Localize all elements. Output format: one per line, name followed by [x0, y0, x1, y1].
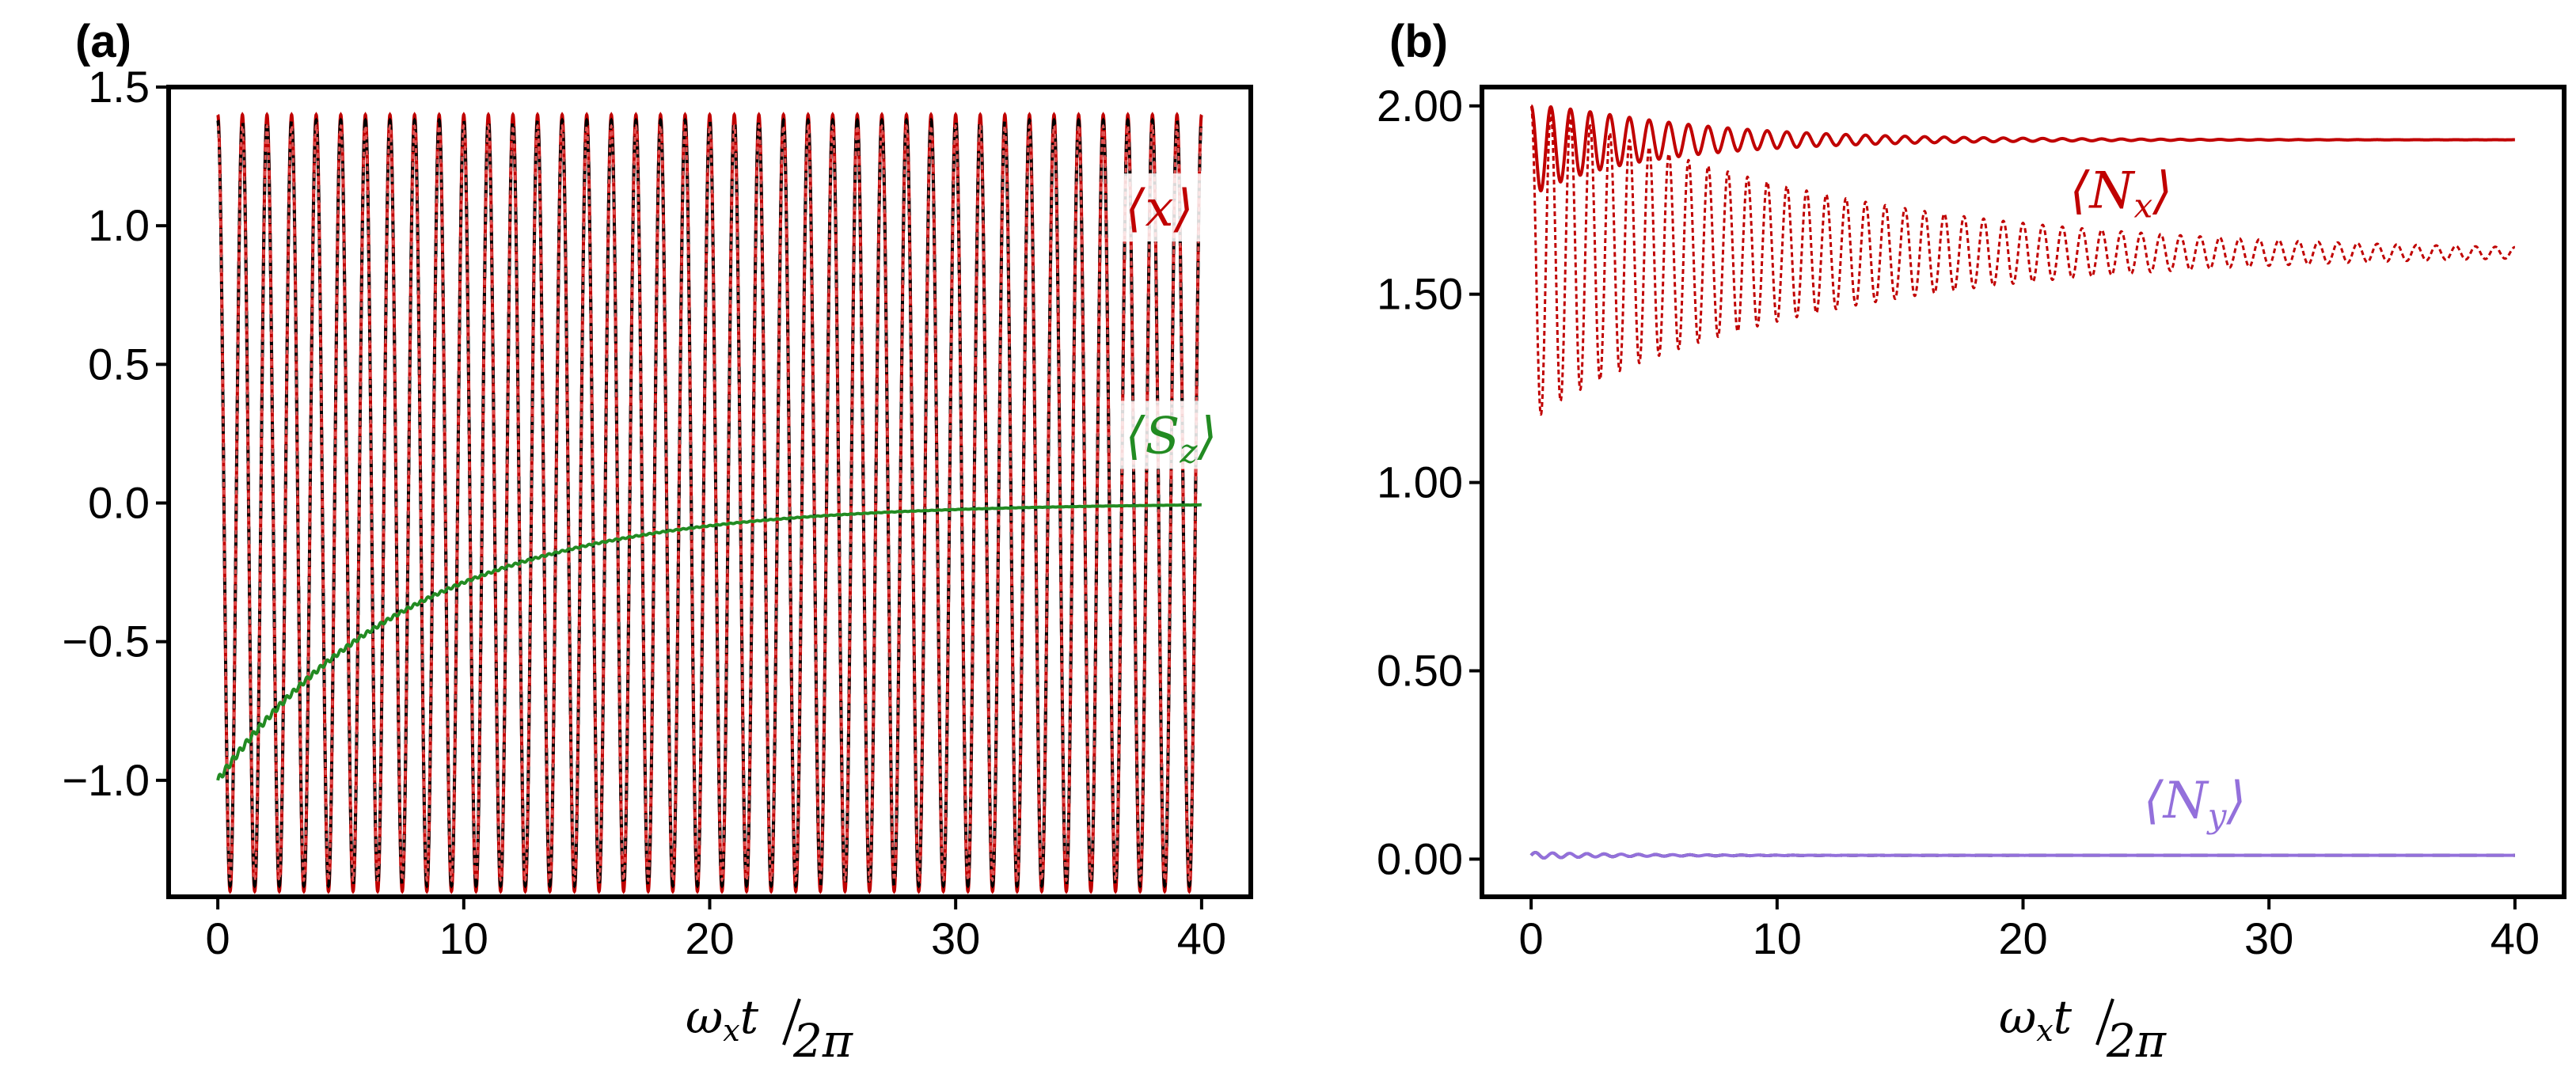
y-tick-label: 0.50	[1377, 646, 1463, 696]
x-tick-label: 40	[1177, 913, 1226, 963]
x-label-subscript: x	[723, 1013, 739, 1048]
y-tick-label: 0.00	[1377, 833, 1463, 883]
x-tick-label: 40	[2491, 913, 2540, 963]
x-tick-label: 10	[1753, 913, 1802, 963]
annotation-background	[2060, 155, 2179, 224]
series-line-1	[216, 112, 1203, 894]
panel-a: (a) 0 10 20 30 40 −1.0 −0.5 0.0 0.5 1.0 1.5 ωxt 2π…	[62, 16, 1253, 1068]
x-tick-label: 0	[1519, 913, 1544, 963]
svg-text:ωxt: ωxt	[686, 990, 759, 1048]
panel-b-label: (b)	[1389, 16, 1448, 67]
x-tick-label: 0	[206, 913, 230, 963]
series-line-3	[216, 123, 1203, 883]
y-tick-label: 0.0	[88, 478, 150, 528]
annotation-x: ⟨x⟩	[1126, 180, 1194, 238]
panel-b-frame	[1480, 85, 2567, 899]
series-line-4	[1529, 851, 2515, 860]
annotation-nx: ⟨Nx⟩	[2070, 161, 2173, 225]
y-tick-label: 1.50	[1377, 269, 1463, 319]
annotation-sz: ⟨Sz⟩	[1126, 407, 1218, 470]
y-tick-label: 1.5	[88, 62, 150, 112]
series-line-4	[216, 503, 1202, 781]
panel-b-x-axis-label: ωxt 2π	[1999, 990, 2167, 1068]
panel-a-ticks: 0 10 20 30 40 −1.0 −0.5 0.0 0.5 1.0 1.5	[62, 62, 1226, 963]
panel-a-plot-area	[216, 112, 1203, 894]
x-label-subscript: x	[2036, 1013, 2053, 1048]
series-line-2	[216, 117, 1203, 889]
svg-text:ωxt: ωxt	[1999, 990, 2073, 1048]
panel-a-label: (a)	[75, 16, 131, 67]
panel-a-x-axis-label: ωxt 2π	[686, 990, 853, 1068]
x-label-t: t	[740, 990, 759, 1044]
y-tick-label: 2.00	[1377, 81, 1463, 131]
panel-b-ticks: 0 10 20 30 40 0.00 0.50 1.00 1.50 2.00	[1377, 81, 2540, 963]
x-label-omega: ω	[1999, 990, 2036, 1044]
panel-b-annotations: ⟨Nx⟩ ⟨Ny⟩	[2060, 155, 2253, 835]
panel-b: (b) 0 10 20 30 40 0.00 0.50 1.00 1.50 2.00 ωxt 2π…	[1377, 16, 2567, 1068]
y-tick-label: −0.5	[62, 617, 150, 666]
x-label-omega: ω	[686, 990, 723, 1044]
x-tick-label: 20	[1998, 913, 2047, 963]
x-label-denominator: 2π	[2106, 1014, 2167, 1068]
x-label-t: t	[2054, 990, 2073, 1044]
panel-a-annotations: ⟨x⟩ ⟨Sz⟩	[1115, 173, 1235, 470]
series-line-2	[1529, 104, 2515, 416]
x-tick-label: 30	[931, 913, 980, 963]
series-line-1	[1529, 104, 2515, 193]
x-label-denominator: 2π	[792, 1014, 853, 1068]
annotation-background	[1115, 401, 1235, 469]
annotation-background	[2133, 765, 2253, 834]
annotation-ny: ⟨Ny⟩	[2144, 772, 2247, 835]
y-tick-label: 1.00	[1377, 457, 1463, 507]
x-tick-label: 20	[685, 913, 734, 963]
y-tick-label: −1.0	[62, 755, 150, 805]
y-tick-label: 1.0	[88, 200, 150, 250]
annotation-background	[1115, 173, 1203, 242]
panel-b-plot-area	[1529, 104, 2515, 860]
x-tick-label: 10	[439, 913, 488, 963]
y-tick-label: 0.5	[88, 339, 150, 389]
x-tick-label: 30	[2244, 913, 2293, 963]
